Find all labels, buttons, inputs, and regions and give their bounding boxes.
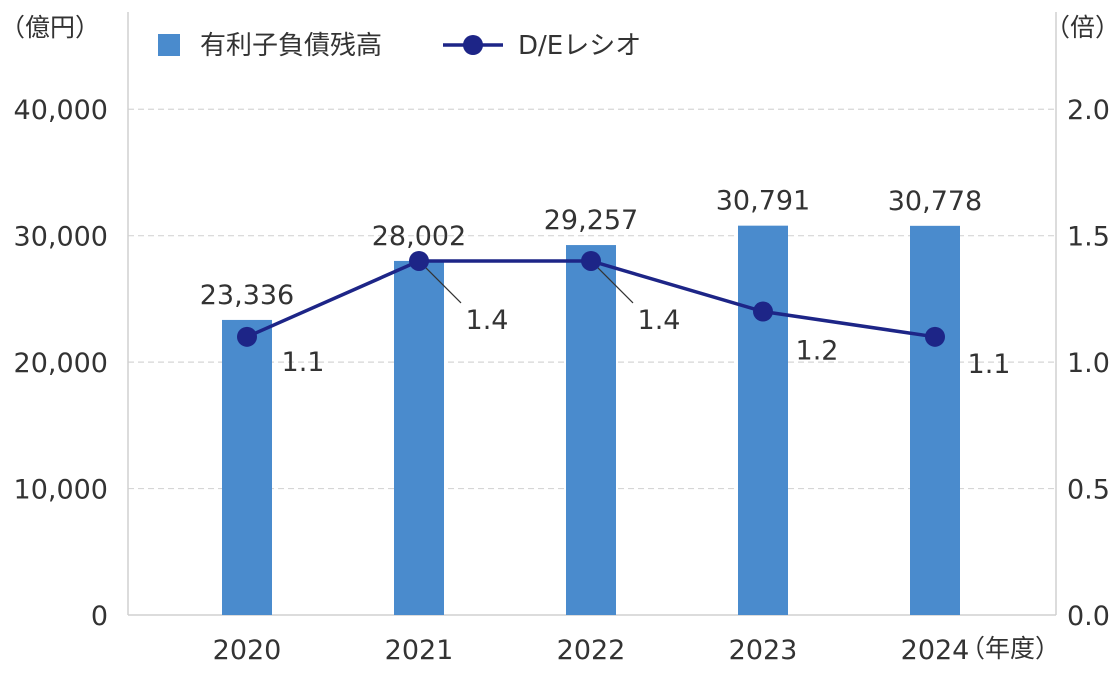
y-left-tick-label: 0 [91,601,108,632]
de-ratio-value-label: 1.4 [638,305,681,336]
de-ratio-value-label: 1.4 [466,305,509,336]
de-ratio-value-label: 1.2 [796,336,839,367]
bar [394,260,444,615]
y-right-tick-label: 1.0 [1067,348,1110,379]
de-ratio-point [925,326,945,347]
x-tick-label: 2020 [213,635,282,666]
x-tick-label: 2022 [557,635,626,666]
y-left-unit-label: （億円） [0,13,100,42]
data-labels: 23,336 28,002 29,257 30,791 30,778 1.1 1.4 1.4 1… [200,186,1011,380]
bar [910,225,960,615]
de-ratio-point [753,301,773,322]
x-tick-label: 2024 [901,635,970,666]
y-left-tick-label: 30,000 [14,222,108,253]
de-ratio-point [581,250,601,271]
legend-line-marker [463,35,483,55]
legend-bar-swatch [158,34,180,56]
bar [222,319,272,615]
x-tick-label: 2021 [385,635,454,666]
x-unit-label: （年度） [960,634,1060,663]
de-ratio-value-label: 1.1 [968,349,1011,380]
bar-series [222,225,960,615]
bar-value-label: 29,257 [544,205,638,236]
de-ratio-point [237,326,257,347]
y-right-unit-label: （倍） [1045,13,1120,42]
x-tick-label: 2023 [729,635,798,666]
legend: 有利子負債残高 D/Eレシオ [158,31,641,61]
line-series [237,250,945,347]
bar-value-label: 30,778 [888,186,982,217]
de-ratio-point [409,250,429,271]
y-right-tick-label: 0.0 [1067,601,1110,632]
tick-labels: 0 10,000 20,000 30,000 40,000 0.0 0.5 1.0 1.5 2.0… [0,13,1120,666]
bar [738,225,788,615]
legend-bar-label: 有利子負債残高 [200,31,382,61]
bar [566,245,616,615]
y-left-tick-label: 20,000 [14,348,108,379]
bar-value-label: 30,791 [716,186,810,217]
y-right-tick-label: 2.0 [1067,95,1110,126]
bar-value-label: 23,336 [200,280,294,311]
y-right-tick-label: 0.5 [1067,475,1110,506]
bar-value-label: 28,002 [372,221,466,252]
legend-line-label: D/Eレシオ [518,31,641,61]
y-left-tick-label: 10,000 [14,475,108,506]
y-left-tick-label: 40,000 [14,95,108,126]
y-right-tick-label: 1.5 [1067,222,1110,253]
de-ratio-value-label: 1.1 [282,347,325,378]
